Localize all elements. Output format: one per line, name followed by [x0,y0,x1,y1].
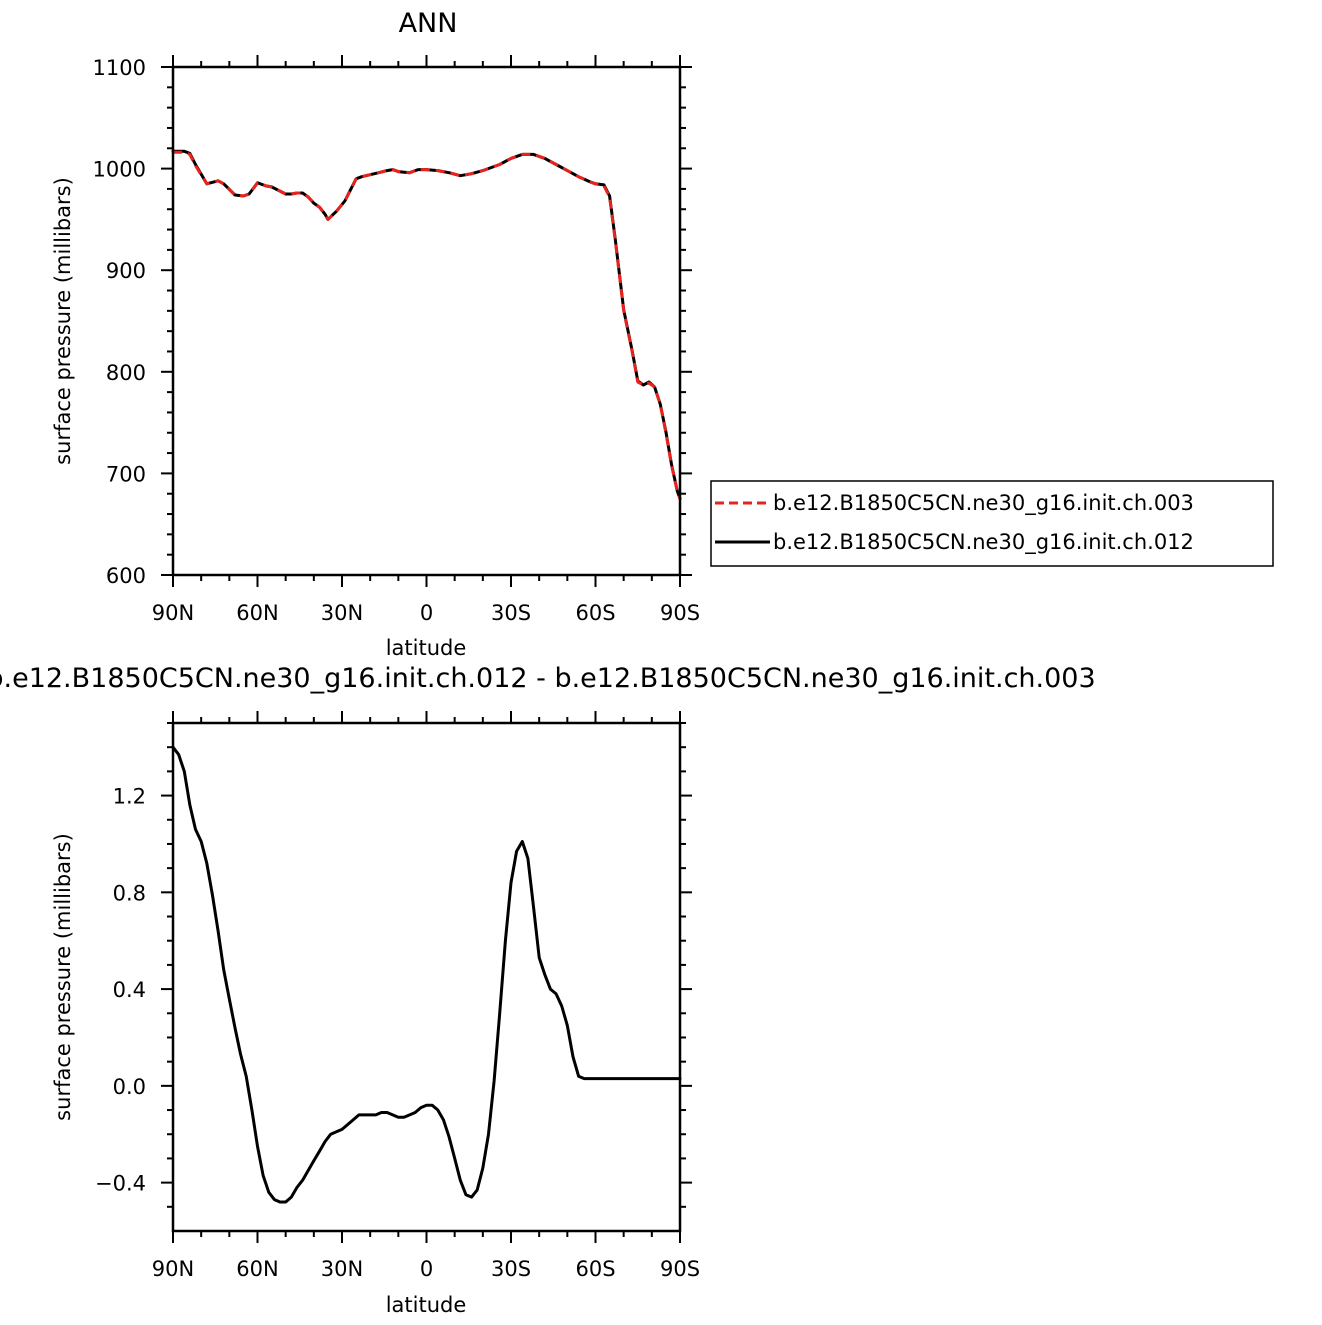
y-tick-label: 0.4 [113,978,146,1002]
bottom-series-line-0 [171,745,682,1204]
top-y-axis-label: surface pressure (millibars) [51,177,75,465]
x-tick-label: 60S [575,601,615,625]
bottom-x-axis-label: latitude [386,1293,467,1317]
x-tick-label: 30S [491,601,531,625]
x-tick-label: 60N [236,1257,278,1281]
top-plot-frame [171,65,682,577]
x-tick-label: 30N [321,1257,363,1281]
top-series-line-0 [173,150,682,500]
x-tick-label: 90N [152,1257,194,1281]
y-tick-label: 1100 [93,56,146,80]
top-ticks: 90N 60N 30N 0 30S 60S 90S 600 700 800 900 1000 1100 [93,55,700,625]
bottom-y-axis-label: surface pressure (millibars) [51,833,75,1121]
top-series-line-1 [171,149,682,501]
y-tick-label: 0.0 [113,1075,146,1099]
y-tick-label: 1.2 [113,785,146,809]
top-series-lines [171,149,682,501]
y-tick-label: 0.8 [113,881,146,905]
y-tick-label: 600 [106,564,146,588]
top-panel: ANN 90N 60N 30N 0 30S 60S 90S 600 700 800 900 1000 1… [51,8,700,660]
bottom-series-lines [171,745,682,1204]
y-tick-label: 900 [106,259,146,283]
x-tick-label: 90S [660,1257,700,1281]
x-tick-label: 0 [420,1257,433,1281]
bottom-ticks: 90N 60N 30N 0 30S 60S 90S −0.4 0.0 0.4 0.8 1.2 [95,711,700,1281]
x-tick-label: 60S [575,1257,615,1281]
bottom-panel: b.e12.B1850C5CN.ne30_g16.init.ch.012 - b… [0,663,1096,1317]
y-tick-label: 700 [106,462,146,486]
legend-label-003: b.e12.B1850C5CN.ne30_g16.init.ch.003 [773,491,1194,516]
y-tick-label: 800 [106,361,146,385]
bottom-plot-frame [171,721,682,1233]
legend-box [710,480,1274,567]
top-x-axis-label: latitude [386,636,467,660]
x-tick-label: 90N [152,601,194,625]
x-tick-label: 0 [420,601,433,625]
legend: b.e12.B1850C5CN.ne30_g16.init.ch.003 b.e… [710,480,1274,567]
top-chart-title: ANN [399,8,458,39]
bottom-chart-title: b.e12.B1850C5CN.ne30_g16.init.ch.012 - b… [0,663,1096,694]
y-tick-label: −0.4 [95,1172,146,1196]
y-tick-label: 1000 [93,158,146,182]
x-tick-label: 60N [236,601,278,625]
x-tick-label: 90S [660,601,700,625]
x-tick-label: 30N [321,601,363,625]
x-tick-label: 30S [491,1257,531,1281]
legend-label-012: b.e12.B1850C5CN.ne30_g16.init.ch.012 [773,530,1194,555]
